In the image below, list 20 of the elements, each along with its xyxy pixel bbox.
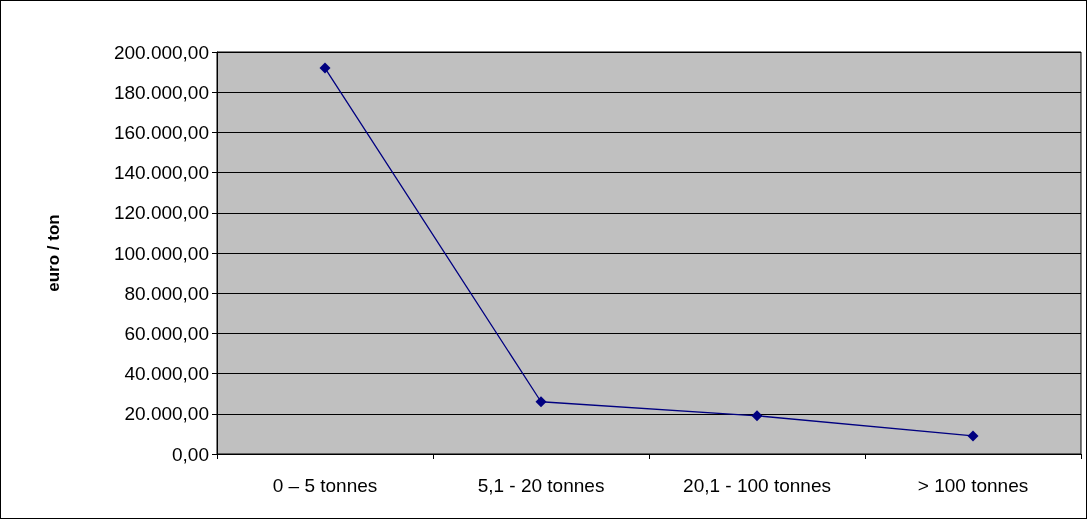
y-tick-label: 100.000,00: [113, 242, 209, 264]
x-tick-label: 0 – 5 tonnes: [272, 475, 378, 496]
x-tick-label: 20,1 - 100 tonnes: [683, 475, 831, 496]
y-tick-label: 140.000,00: [113, 162, 209, 184]
y-tick-label: 0,00: [172, 443, 209, 465]
y-tick-label: 160.000,00: [113, 121, 209, 143]
y-axis-title: euro / ton: [44, 214, 63, 292]
y-tick-label: 20.000,00: [124, 403, 209, 425]
point: [751, 410, 763, 422]
y-tick-label: 120.000,00: [113, 202, 209, 224]
point: [319, 62, 331, 74]
x-tick-label: > 100 tonnes: [917, 475, 1029, 496]
x-tick-label: 5,1 - 20 tonnes: [477, 475, 605, 496]
y-tick-label: 60.000,00: [124, 322, 209, 344]
point: [967, 430, 979, 442]
y-tick-label: 200.000,00: [113, 41, 209, 63]
y-tick-label: 180.000,00: [113, 81, 209, 103]
y-tick-label: 80.000,00: [124, 282, 209, 304]
point: [535, 396, 547, 408]
y-tick-label: 40.000,00: [124, 363, 209, 385]
